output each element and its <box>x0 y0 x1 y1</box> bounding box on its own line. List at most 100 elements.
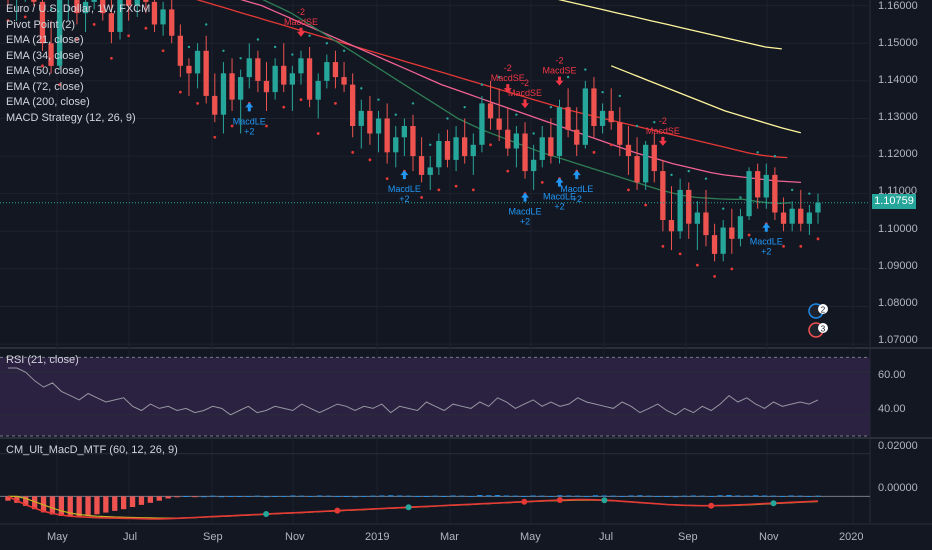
rsi-axis-label: 40.00 <box>878 403 906 415</box>
macd-histogram-bar <box>708 496 714 497</box>
candle-down <box>565 107 571 130</box>
macd-histogram-bar <box>112 496 118 511</box>
short-arrow <box>503 84 512 94</box>
macd-axis-label: 0.00000 <box>878 482 918 494</box>
pivot-dot <box>480 83 484 86</box>
macd-histogram-bar <box>147 496 153 503</box>
pivot-dot <box>816 237 820 241</box>
signal-count: +2 <box>761 247 771 257</box>
macd-histogram-bar <box>735 495 741 497</box>
last-price-tag: 1.10759 <box>872 194 916 209</box>
candle-up <box>513 133 519 149</box>
macd-histogram-bar <box>583 496 590 497</box>
macd-histogram-bar <box>219 496 225 498</box>
pivot-dot <box>92 23 96 26</box>
macd-histogram-bar <box>503 495 510 497</box>
candle-up <box>272 65 278 93</box>
macd-histogram-bar <box>316 495 323 497</box>
macd-axis-label: 0.02000 <box>878 440 918 452</box>
candle-down <box>341 77 347 85</box>
pivot-dot <box>489 143 492 147</box>
candle-up <box>238 77 244 100</box>
macd-histogram-bar <box>601 495 607 497</box>
macd-histogram-bar <box>236 496 243 497</box>
time-axis-label: 2019 <box>365 531 390 543</box>
macd-histogram-bar <box>459 495 465 497</box>
candle-up <box>246 58 252 78</box>
macd-histogram-bar <box>192 496 198 498</box>
legend-title: Euro / U.S. Dollar, 1W, FXCM <box>6 3 151 15</box>
price-axis-label: 1.16000 <box>878 0 918 12</box>
macd-histogram-bar <box>530 495 536 497</box>
pivot-dot <box>385 177 389 181</box>
macd-histogram-bar <box>521 496 527 497</box>
pivot-dot <box>799 244 803 248</box>
pivot-dot <box>342 49 346 52</box>
macd-histogram-bar <box>388 495 394 497</box>
short-arrow <box>658 136 667 146</box>
macd-histogram-bar <box>797 495 803 497</box>
candle-down <box>711 235 718 254</box>
time-axis-label: Jul <box>599 531 614 543</box>
candle-down <box>151 1 158 25</box>
long-arrow <box>762 222 771 232</box>
macd-histogram-bar <box>138 496 145 505</box>
candle-down <box>143 0 149 2</box>
candle-up <box>358 110 364 126</box>
candle-down <box>625 144 632 157</box>
signal-label: MacdSE <box>491 73 525 83</box>
pivot-dot <box>722 207 725 210</box>
pivot-dot <box>360 87 363 90</box>
candle-down <box>772 174 778 213</box>
time-axis-label: Jul <box>123 531 138 543</box>
macd-histogram-bar <box>103 496 109 513</box>
macd-histogram-bar <box>156 496 162 501</box>
long-arrow <box>400 170 409 180</box>
pivot-dot <box>230 124 234 128</box>
candle-up <box>324 62 330 81</box>
pivot-dot <box>377 98 380 101</box>
pivot-dot <box>618 94 622 98</box>
macd-histogram-bar <box>308 496 314 497</box>
pivot-dot <box>144 26 148 30</box>
signal-count: -2 <box>297 7 305 17</box>
pivot-dot <box>627 188 630 192</box>
price-axis-label: 1.13000 <box>878 111 918 123</box>
macd-histogram-bar <box>619 496 625 497</box>
macd-cross-dot <box>556 496 563 503</box>
pivot-dot <box>601 90 604 94</box>
macd-histogram-bar <box>290 495 296 497</box>
macd-histogram-bar <box>806 496 812 497</box>
macd-histogram-bar <box>397 495 403 497</box>
macd-cross-dot <box>708 502 715 509</box>
macd-histogram-bar <box>468 496 474 497</box>
candle-up <box>720 227 726 254</box>
ema50-line <box>196 0 788 159</box>
macd-histogram-bar <box>761 495 768 497</box>
signal-count: +2 <box>572 194 582 204</box>
candle-up <box>393 137 399 153</box>
macd-histogram-bar <box>67 496 73 517</box>
pivot-dot <box>454 184 458 188</box>
signal-count: -2 <box>521 78 529 88</box>
pivot-dot <box>653 121 656 124</box>
rsi-pane-title: RSI (21, close) <box>6 354 79 366</box>
pivot-dot <box>808 192 811 195</box>
macd-histogram-bar <box>744 495 750 497</box>
macd-histogram-bar <box>557 495 563 497</box>
time-axis-label: Sep <box>203 531 223 543</box>
macd-histogram-bar <box>227 496 234 497</box>
signal-label: MacdLE <box>750 237 783 247</box>
candle-up <box>194 50 201 74</box>
pivot-dot <box>782 244 785 248</box>
pivot-dot <box>394 113 397 116</box>
macd-histogram-bar <box>610 495 616 497</box>
ema21-line <box>262 0 791 205</box>
short-arrow <box>296 27 305 37</box>
candle-up <box>315 80 321 100</box>
candle-down <box>169 9 175 36</box>
candle-down <box>505 129 511 149</box>
signal-label: MacdSE <box>508 88 542 98</box>
